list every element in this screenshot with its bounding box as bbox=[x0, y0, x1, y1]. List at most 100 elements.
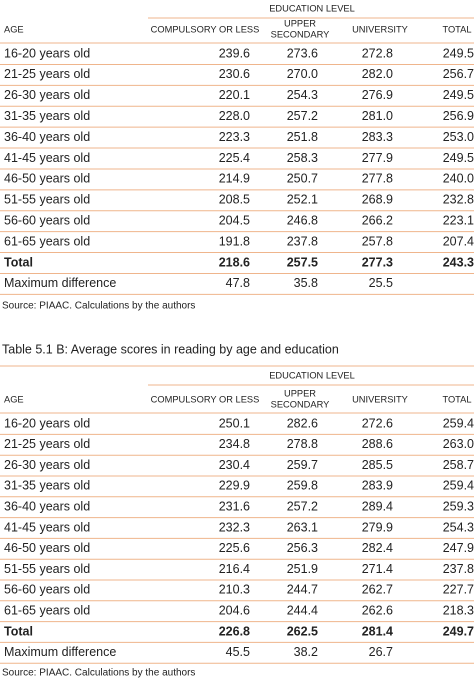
column-header: COMPULSORY OR LESS bbox=[151, 394, 260, 404]
cell: 204.6 bbox=[219, 603, 250, 617]
row-label: 21-25 years old bbox=[4, 67, 90, 81]
cell: 257.2 bbox=[287, 109, 318, 123]
cell: 47.8 bbox=[226, 276, 250, 290]
cell: 254.3 bbox=[443, 520, 474, 534]
cell: 277.3 bbox=[362, 255, 393, 269]
cell: 216.4 bbox=[219, 562, 250, 576]
column-header: TOTAL bbox=[442, 24, 471, 34]
row-label: 21-25 years old bbox=[4, 437, 90, 451]
cell: 256.9 bbox=[443, 109, 474, 123]
cell: 25.5 bbox=[369, 276, 393, 290]
column-header: TOTAL bbox=[442, 394, 471, 404]
cell: 226.8 bbox=[219, 624, 250, 638]
cell: 257.5 bbox=[287, 255, 318, 269]
cell: 282.0 bbox=[362, 67, 393, 81]
cell: 237.8 bbox=[443, 562, 474, 576]
row-label: 36-40 years old bbox=[4, 130, 90, 144]
cell: 283.3 bbox=[362, 130, 393, 144]
row-label: 61-65 years old bbox=[4, 603, 90, 617]
row-label: 36-40 years old bbox=[4, 499, 90, 513]
cell: 289.4 bbox=[362, 499, 393, 513]
cell: 258.7 bbox=[443, 458, 474, 472]
cell: 231.6 bbox=[219, 499, 250, 513]
cell: 259.4 bbox=[443, 479, 474, 493]
cell: 253.0 bbox=[443, 130, 474, 144]
cell: 191.8 bbox=[219, 234, 250, 248]
cell: 262.6 bbox=[362, 603, 393, 617]
cell: 243.3 bbox=[443, 255, 474, 269]
row-label: 41-45 years old bbox=[4, 151, 90, 165]
cell: 218.6 bbox=[219, 255, 250, 269]
cell: 234.8 bbox=[219, 437, 250, 451]
cell: 244.4 bbox=[287, 603, 318, 617]
cell: 45.5 bbox=[226, 645, 250, 659]
cell: 249.5 bbox=[443, 88, 474, 102]
source-note: Source: PIAAC. Calculations by the autho… bbox=[2, 301, 195, 312]
cell: 277.9 bbox=[362, 151, 393, 165]
cell: 257.2 bbox=[287, 499, 318, 513]
cell: 208.5 bbox=[219, 193, 250, 207]
row-label: 26-30 years old bbox=[4, 458, 90, 472]
row-label: 56-60 years old bbox=[4, 583, 90, 597]
cell: 251.8 bbox=[287, 130, 318, 144]
cell: 232.8 bbox=[443, 193, 474, 207]
cell: 259.8 bbox=[287, 479, 318, 493]
cell: 239.6 bbox=[219, 46, 250, 60]
cell: 276.9 bbox=[362, 88, 393, 102]
cell: 285.5 bbox=[362, 458, 393, 472]
column-header: AGE bbox=[4, 24, 24, 34]
cell: 230.4 bbox=[219, 458, 250, 472]
cell: 263.0 bbox=[443, 437, 474, 451]
cell: 278.8 bbox=[287, 437, 318, 451]
cell: 230.6 bbox=[219, 67, 250, 81]
cell: 229.9 bbox=[219, 479, 250, 493]
group-header: EDUCATION LEVEL bbox=[269, 370, 355, 380]
cell: 262.5 bbox=[287, 624, 318, 638]
cell: 232.3 bbox=[219, 520, 250, 534]
cell: 246.8 bbox=[287, 213, 318, 227]
cell: 225.6 bbox=[219, 541, 250, 555]
cell: 256.7 bbox=[443, 67, 474, 81]
row-label: Maximum difference bbox=[4, 645, 116, 659]
row-label: 26-30 years old bbox=[4, 88, 90, 102]
column-header: SECONDARY bbox=[271, 29, 330, 39]
row-label: 61-65 years old bbox=[4, 234, 90, 248]
row-label: 51-55 years old bbox=[4, 193, 90, 207]
cell: 225.4 bbox=[219, 151, 250, 165]
cell: 277.8 bbox=[362, 172, 393, 186]
row-label: 46-50 years old bbox=[4, 172, 90, 186]
cell: 259.4 bbox=[443, 416, 474, 430]
row-label: Maximum difference bbox=[4, 276, 116, 290]
cell: 259.7 bbox=[287, 458, 318, 472]
cell: 268.9 bbox=[362, 193, 393, 207]
cell: 204.5 bbox=[219, 213, 250, 227]
column-header: UPPER bbox=[284, 18, 316, 28]
cell: 249.5 bbox=[443, 151, 474, 165]
cell: 228.0 bbox=[219, 109, 250, 123]
column-header: SECONDARY bbox=[271, 399, 330, 409]
cell: 240.0 bbox=[443, 172, 474, 186]
group-header: EDUCATION LEVEL bbox=[269, 3, 355, 13]
cell: 266.2 bbox=[362, 213, 393, 227]
cell: 273.6 bbox=[287, 46, 318, 60]
row-label: 31-35 years old bbox=[4, 109, 90, 123]
cell: 214.9 bbox=[219, 172, 250, 186]
cell: 259.3 bbox=[443, 499, 474, 513]
cell: 282.6 bbox=[287, 416, 318, 430]
column-header: UPPER bbox=[284, 388, 316, 398]
cell: 223.3 bbox=[219, 130, 250, 144]
cell: 270.0 bbox=[287, 67, 318, 81]
table-title: Table 5.1 B: Average scores in reading b… bbox=[2, 342, 339, 356]
row-label: 16-20 years old bbox=[4, 46, 90, 60]
row-label: 46-50 years old bbox=[4, 541, 90, 555]
cell: 252.1 bbox=[287, 193, 318, 207]
column-header: UNIVERSITY bbox=[352, 24, 408, 34]
cell: 249.5 bbox=[443, 46, 474, 60]
cell: 257.8 bbox=[362, 234, 393, 248]
cell: 262.7 bbox=[362, 583, 393, 597]
cell: 256.3 bbox=[287, 541, 318, 555]
cell: 38.2 bbox=[294, 645, 318, 659]
cell: 223.1 bbox=[443, 213, 474, 227]
